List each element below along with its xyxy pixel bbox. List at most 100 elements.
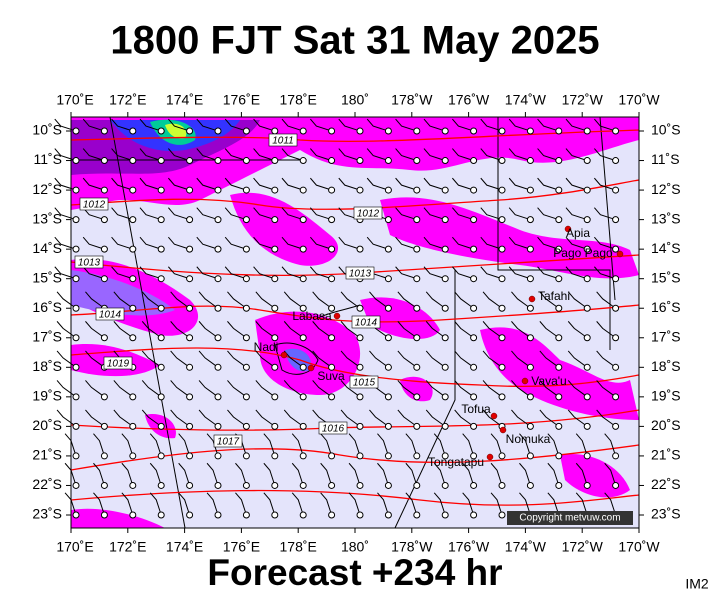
barb-station [356,157,364,165]
barb-station [441,304,449,312]
barb [423,266,443,279]
barb [537,177,557,190]
barb-station [384,304,392,312]
barb [369,350,387,366]
barb-station [583,393,591,401]
barb [312,380,330,396]
lon-label-top: 174˚W [505,92,547,108]
barb [149,492,161,513]
barb-station [555,304,563,312]
barb [547,433,559,454]
barb [224,207,244,220]
barb-station [100,452,108,460]
barb [547,462,559,483]
barb-station [186,334,194,342]
barb-station [72,363,80,371]
barb [227,291,245,307]
barb [263,433,275,454]
barb-station [186,422,194,430]
barb [594,177,613,190]
barb-station [129,422,137,430]
barb [480,236,500,249]
barb [594,148,613,161]
barb [291,492,303,513]
barb [508,118,528,131]
barb [338,236,358,249]
barb-station [328,511,336,519]
barb-station [271,245,279,253]
barb [423,148,443,161]
barb-station [214,127,222,135]
barb [425,350,444,366]
barb [111,207,131,220]
barb [139,207,159,220]
barb [596,350,614,366]
isobar-label-box [349,375,379,389]
barb-station [555,186,563,194]
barb-station [100,334,108,342]
barb [366,177,386,190]
barb-station [384,127,392,135]
barb-station [583,275,591,283]
barb-station [555,393,563,401]
barb-station [186,275,194,283]
lon-label-bottom: 174˚W [505,539,547,555]
barb [149,462,161,483]
barb-station [555,481,563,489]
barb-station [242,275,250,283]
barb [454,380,472,396]
barb-station [214,393,222,401]
barb-station [612,393,620,401]
lat-label-right: 10˚S [651,122,681,138]
barb-station [242,245,250,253]
barb-station [555,452,563,460]
barb-station [356,393,364,401]
barb-station [413,481,421,489]
barb-station [583,452,591,460]
place-marker [333,312,341,320]
barb-station [384,363,392,371]
lon-label-bottom: 176˚E [223,539,260,555]
barb [452,177,471,190]
barb [604,433,616,454]
barb [281,177,301,190]
barb-station [498,511,506,519]
barb [224,266,244,279]
barb-station [356,511,364,519]
barb [141,291,160,307]
barb-station [129,511,137,519]
lon-label-bottom: 170˚E [56,539,93,555]
barb [263,492,275,513]
barb [454,350,472,366]
barb [575,492,587,513]
barb [93,462,104,483]
place-label: Tofua [461,402,491,416]
barb [170,380,188,396]
barb-station [242,422,250,430]
barb [395,118,415,131]
barb [196,266,216,279]
barb [567,350,586,366]
barb-station [214,245,222,253]
barb [462,433,474,454]
barb [111,148,131,161]
barb [198,409,216,426]
barb-station [242,216,250,224]
barb [253,148,273,161]
lat-label-right: 15˚S [651,269,681,285]
barb [82,177,102,190]
barb-station [555,216,563,224]
barb [395,148,415,161]
barb [283,321,302,337]
barb-station [498,481,506,489]
barb [340,350,358,366]
barb [149,433,161,454]
barb [539,350,557,366]
barb-station [72,334,80,342]
barb [369,291,387,307]
barb-station [441,186,449,194]
barb [82,118,102,131]
lon-label-bottom: 172˚W [562,539,604,555]
barb [198,321,216,337]
copyright-box [507,511,633,525]
